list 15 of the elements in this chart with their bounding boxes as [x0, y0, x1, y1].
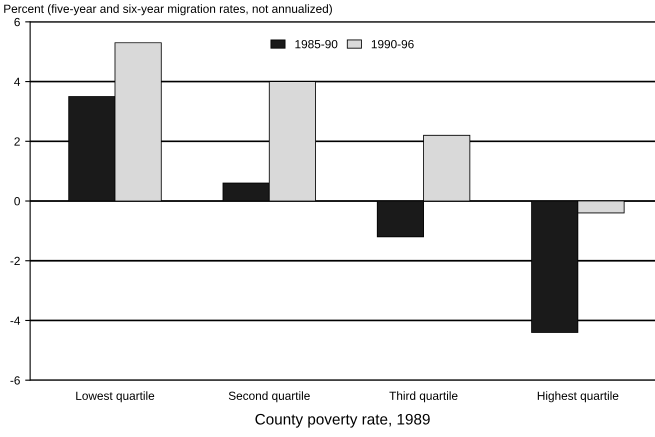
y-tick-label: 0 — [14, 197, 20, 206]
y-tick-label: -2 — [10, 256, 20, 266]
x-tick-label: Lowest quartile — [76, 391, 154, 402]
y-tick-label: 4 — [14, 78, 20, 86]
y-axis-title: Percent (five-year and six-year migration rates, not annualized) — [4, 4, 332, 16]
legend-label: 1990-96 — [372, 40, 414, 48]
y-tick-label: -6 — [10, 376, 20, 385]
legend-label: 1985-90 — [295, 40, 338, 48]
x-tick-label: Second quartile — [228, 391, 310, 402]
x-tick-label: Highest quartile — [538, 391, 618, 402]
x-tick-label: Third quartile — [389, 391, 458, 402]
x-axis-title: County poverty rate, 1989 — [255, 414, 430, 428]
y-tick-label: -4 — [10, 316, 20, 325]
y-tick-label: 2 — [14, 137, 20, 146]
y-tick-label: 6 — [14, 18, 20, 26]
